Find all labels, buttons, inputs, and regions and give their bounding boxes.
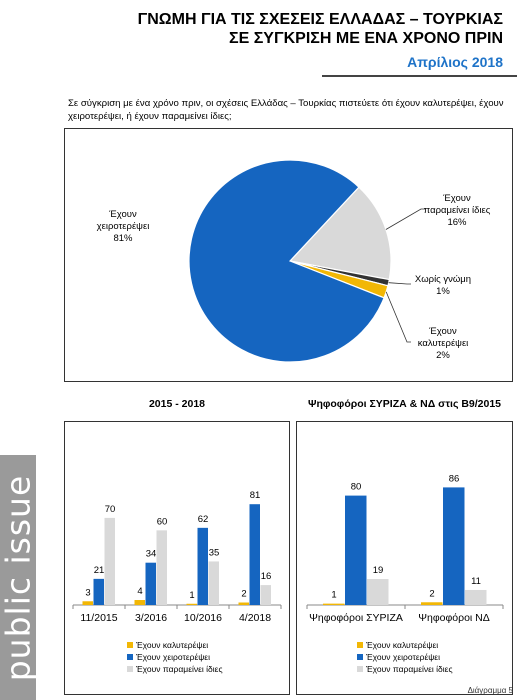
- x-tick-label: 4/2018: [239, 612, 271, 624]
- pie-value-label: 81%: [113, 233, 133, 244]
- bar-value-label: 60: [157, 516, 168, 527]
- brand-logo-text: public issue: [0, 474, 38, 682]
- legend-entry: Έχουν παραμείνει ίδιες: [135, 664, 223, 674]
- page-label: Διάγραμμα 5: [467, 686, 513, 695]
- legend-entry: Έχουν χειροτερέψει: [135, 652, 210, 662]
- pie-label-line2: καλυτερέψει: [418, 338, 469, 349]
- trend-chart-panel: 3 21 70 11/2015 4 34 60 3/2016 1 62 35 10/2016 2 81 16…: [64, 421, 290, 695]
- bar-value-label: 19: [373, 565, 384, 576]
- bar-value-label: 70: [105, 504, 116, 515]
- bar: [443, 487, 465, 605]
- legend-swatch: [357, 666, 363, 672]
- pie-chart-panel: Έχουν χειροτερέψει 81% Έχουν παραμείνει ίδιε…: [64, 128, 513, 382]
- legend-swatch: [127, 654, 133, 660]
- bar-value-label: 86: [449, 473, 460, 484]
- trend-chart-title: 2015 - 2018: [148, 398, 206, 410]
- party-chart-title: Ψηφοφόροι ΣΥΡΙΖΑ & ΝΔ στις Β9/2015: [307, 398, 502, 410]
- legend-entry: Έχουν καλυτερέψει: [135, 640, 208, 650]
- bar-value-label: 35: [209, 547, 220, 558]
- legend-swatch: [357, 642, 363, 648]
- bar: [238, 602, 249, 605]
- pie-value-label: 2%: [436, 350, 450, 361]
- page-title: ΓΝΩΜΗ ΓΙΑ ΤΙΣ ΣΧΕΣΕΙΣ ΕΛΛΑΔΑΣ – ΤΟΥΡΚΙΑΣ…: [138, 10, 503, 48]
- pie-leader-line: [385, 291, 411, 343]
- bar: [208, 561, 219, 605]
- bar: [367, 579, 389, 605]
- bar: [421, 602, 443, 605]
- bar: [323, 603, 345, 605]
- title-date: Απρίλιος 2018: [407, 54, 503, 70]
- bar-value-label: 4: [137, 586, 142, 597]
- x-tick-label: Ψηφοφόροι ΣΥΡΙΖΑ: [309, 612, 403, 624]
- bar: [186, 603, 197, 605]
- party-bar-chart: 1 80 19 Ψηφοφόροι ΣΥΡΙΖΑ 2 86 11 Ψηφοφόροι ΝΔ Έχ…: [306, 473, 504, 674]
- pie-label-line1: Έχουν: [108, 209, 137, 220]
- bar: [345, 495, 367, 605]
- bar: [93, 578, 104, 605]
- bar-value-label: 3: [85, 587, 90, 598]
- bar-value-label: 2: [429, 588, 434, 599]
- bar: [82, 601, 93, 605]
- legend-entry: Έχουν καλυτερέψει: [365, 640, 438, 650]
- x-tick-label: 10/2016: [184, 612, 222, 624]
- bar: [260, 585, 271, 605]
- x-tick-label: 3/2016: [135, 612, 167, 624]
- x-tick-label: 11/2015: [80, 612, 117, 624]
- pie-slice: [288, 186, 392, 281]
- pie-slice: [188, 159, 385, 363]
- pie-label-line2: παραμείνει ίδιες: [424, 205, 491, 216]
- pie-leader-line: [385, 208, 425, 230]
- title-divider: [322, 75, 517, 77]
- bar: [197, 527, 208, 605]
- bar: [134, 600, 145, 605]
- pie-value-label: 1%: [436, 286, 450, 297]
- bar-value-label: 16: [261, 571, 272, 582]
- bar: [104, 517, 115, 605]
- bar-value-label: 2: [241, 589, 246, 600]
- bar-value-label: 62: [198, 514, 209, 525]
- x-tick-label: Ψηφοφόροι ΝΔ: [418, 612, 490, 624]
- pie-label-line2: χειροτερέψει: [97, 221, 150, 232]
- bar-value-label: 34: [146, 549, 157, 560]
- pie-leader-line: [388, 282, 411, 285]
- bar-value-label: 1: [189, 590, 194, 601]
- legend-swatch: [357, 654, 363, 660]
- legend-swatch: [127, 666, 133, 672]
- party-chart-panel: 1 80 19 Ψηφοφόροι ΣΥΡΙΖΑ 2 86 11 Ψηφοφόροι ΝΔ Έχ…: [296, 421, 513, 695]
- bar-value-label: 80: [351, 482, 362, 493]
- bar: [249, 504, 260, 605]
- pie-label-line1: Έχουν: [442, 193, 471, 204]
- legend-entry: Έχουν χειροτερέψει: [365, 652, 440, 662]
- legend-swatch: [127, 642, 133, 648]
- bar-value-label: 21: [94, 565, 105, 576]
- title-line-1: ΓΝΩΜΗ ΓΙΑ ΤΙΣ ΣΧΕΣΕΙΣ ΕΛΛΑΔΑΣ – ΤΟΥΡΚΙΑΣ: [137, 11, 503, 28]
- bar: [156, 530, 167, 605]
- trend-bar-chart: 3 21 70 11/2015 4 34 60 3/2016 1 62 35 10/2016 2 81 16…: [72, 490, 282, 674]
- survey-question: Σε σύγκριση με ένα χρόνο πριν, οι σχέσει…: [68, 98, 504, 122]
- pie-label-line1: Έχουν: [428, 326, 457, 337]
- bar: [465, 589, 487, 605]
- brand-strip: [0, 455, 36, 700]
- legend-entry: Έχουν παραμείνει ίδιες: [365, 664, 453, 674]
- pie-label-line1: Χωρίς γνώμη: [415, 274, 471, 285]
- pie-value-label: 16%: [447, 217, 467, 228]
- bar-value-label: 81: [250, 490, 261, 501]
- title-line-2: ΣΕ ΣΥΓΚΡΙΣΗ ΜΕ ΕΝΑ ΧΡΟΝΟ ΠΡΙΝ: [228, 30, 503, 47]
- bar-value-label: 11: [471, 576, 481, 587]
- bar: [145, 562, 156, 605]
- bar-value-label: 1: [331, 590, 336, 601]
